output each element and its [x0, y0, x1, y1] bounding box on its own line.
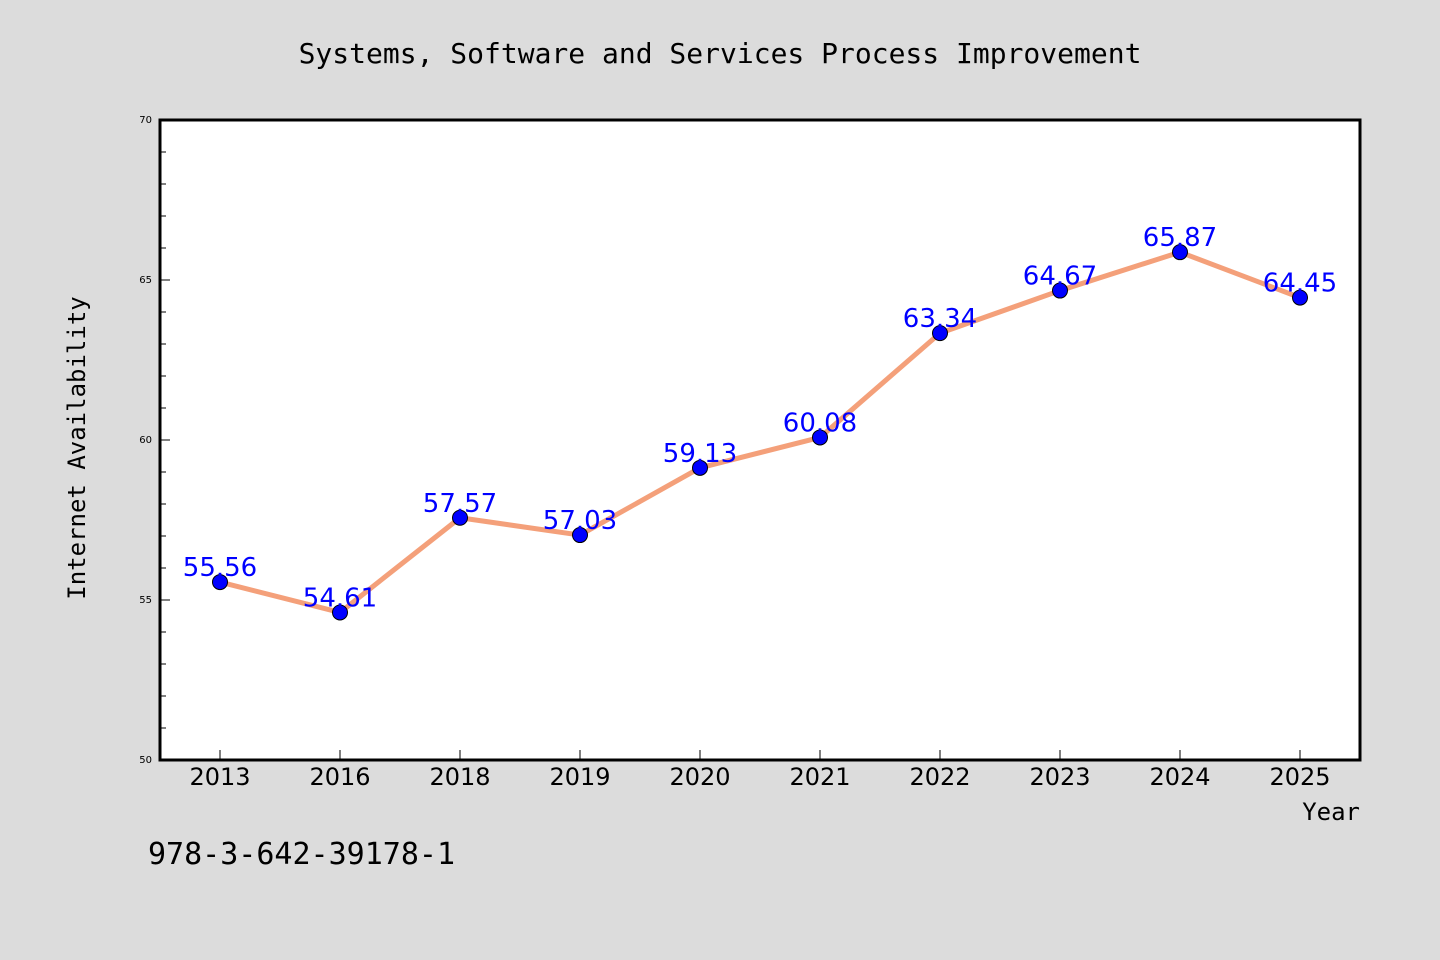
y-tick-label: 50: [139, 755, 152, 766]
y-axis: 50 55 60 65 70: [139, 115, 170, 766]
chart-title: Systems, Software and Services Process I…: [299, 37, 1142, 70]
data-point: [212, 574, 228, 591]
data-point: [332, 604, 348, 621]
data-label: 55.56: [183, 553, 257, 583]
data-point: [692, 459, 708, 476]
y-tick-label: 60: [139, 435, 152, 446]
y-tick-label: 65: [139, 275, 152, 286]
data-label: 65.87: [1143, 223, 1217, 253]
x-tick-label: 2024: [1149, 763, 1210, 791]
data-point: [1052, 282, 1068, 299]
data-label: 59.13: [663, 439, 737, 469]
data-point: [812, 429, 828, 446]
x-tick-label: 2023: [1029, 763, 1090, 791]
isbn-footnote: 978-3-642-39178-1: [148, 837, 455, 872]
x-axis-label: Year: [1302, 798, 1360, 826]
x-tick-label: 2022: [909, 763, 970, 791]
data-point: [572, 527, 588, 544]
data-point: [1292, 289, 1308, 306]
y-axis-label: Internet Availability: [63, 296, 91, 599]
data-label: 60.08: [783, 408, 857, 438]
data-label: 64.45: [1263, 269, 1337, 299]
x-tick-label: 2018: [429, 763, 490, 791]
data-point: [452, 509, 468, 526]
data-label: 57.03: [543, 506, 617, 536]
data-point: [932, 325, 948, 342]
plot-area: [158, 118, 1362, 762]
x-tick-label: 2020: [669, 763, 730, 791]
y-tick-label: 70: [139, 115, 152, 126]
x-tick-label: 2013: [189, 763, 250, 791]
x-tick-label: 2025: [1269, 763, 1330, 791]
x-tick-label: 2016: [309, 763, 370, 791]
data-labels: 55.56 54.61 57.57 57.03 59.13 60.08 63.34 64.67…: [183, 223, 1337, 613]
series-line: [217, 249, 1303, 615]
data-label: 64.67: [1023, 262, 1097, 292]
x-tick-label: 2019: [549, 763, 610, 791]
y-tick-label: 55: [139, 595, 152, 606]
data-label: 63.34: [903, 304, 977, 334]
data-label: 54.61: [303, 583, 377, 613]
data-label: 57.57: [423, 489, 497, 519]
data-point: [1172, 244, 1188, 261]
x-axis: 2013 2016 2018 2019 2020 2021 2022 2023 2024 2025: [189, 750, 1331, 791]
data-markers: [212, 244, 1308, 621]
x-tick-label: 2021: [789, 763, 850, 791]
